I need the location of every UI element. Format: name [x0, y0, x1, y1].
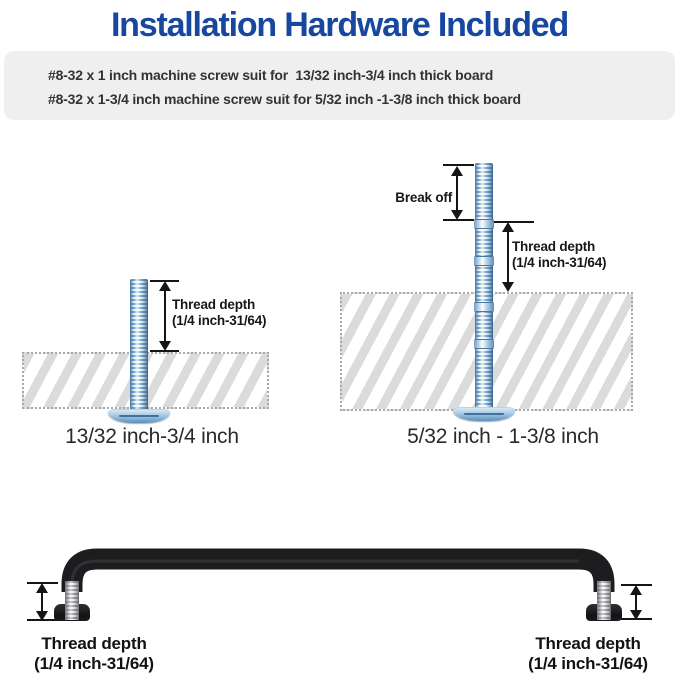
short-screw-head	[108, 409, 170, 423]
break-off-joint	[474, 256, 494, 266]
break-off-label: Break off	[395, 190, 452, 205]
long-machine-screw	[475, 163, 493, 409]
break-off-joint	[474, 302, 494, 312]
thread-depth-label-right: Thread depth (1/4 inch-31/64)	[528, 634, 648, 673]
screw-spec-line-2: #8-32 x 1-3/4 inch machine screw suit fo…	[48, 91, 521, 107]
thread-depth-label: Thread depth (1/4 inch-31/64)	[512, 239, 607, 270]
dimension-line	[150, 350, 179, 352]
break-off-joint	[474, 219, 494, 229]
thread-depth-arrow-icon	[36, 583, 48, 621]
dimension-line	[443, 164, 474, 166]
break-off-joint	[474, 339, 494, 349]
dimension-line	[494, 221, 534, 223]
thread-depth-label-left: Thread depth (1/4 inch-31/64)	[34, 634, 154, 673]
thread-depth-arrow-icon	[159, 281, 171, 351]
thread-depth-arrow-icon	[502, 222, 514, 292]
break-off-arrow-icon	[451, 166, 463, 220]
long-screw-head	[453, 407, 515, 421]
thread-depth-arrow-icon	[630, 585, 642, 620]
threaded-stud-right	[597, 581, 611, 620]
page-title: Installation Hardware Included	[110, 6, 569, 44]
board-thickness-caption: 13/32 inch-3/4 inch	[65, 425, 239, 448]
threaded-stud-left	[65, 581, 79, 620]
short-machine-screw	[130, 279, 148, 411]
screw-spec-box: #8-32 x 1 inch machine screw suit for 13…	[4, 51, 675, 120]
dimension-line	[443, 219, 474, 221]
thread-depth-label: Thread depth (1/4 inch-31/64)	[172, 297, 267, 328]
screw-spec-line-1: #8-32 x 1 inch machine screw suit for 13…	[48, 67, 494, 83]
board-thickness-caption: 5/32 inch - 1-3/8 inch	[407, 425, 599, 448]
